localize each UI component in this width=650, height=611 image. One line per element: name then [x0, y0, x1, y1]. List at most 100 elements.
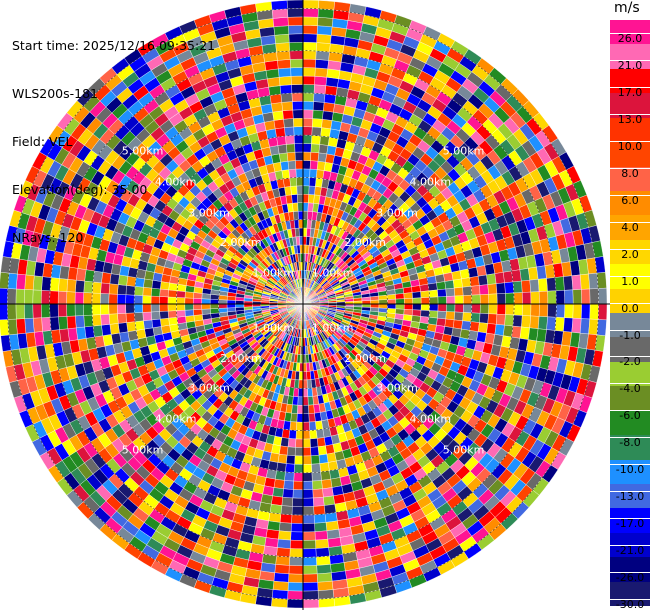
range-gate-cell: [321, 471, 331, 481]
range-gate-cell: [318, 598, 334, 608]
range-gate-cell: [370, 300, 379, 304]
range-gate-cell: [169, 317, 178, 325]
range-gate-cell: [284, 127, 294, 136]
range-gate-cell: [271, 496, 282, 506]
range-gate-cell: [285, 464, 294, 473]
range-gate-cell: [472, 295, 481, 304]
range-gate-cell: [303, 101, 314, 110]
range-gate-cell: [33, 290, 42, 304]
range-gate-cell: [471, 285, 480, 295]
range-gate-cell: [16, 289, 25, 304]
colorbar-tick-label: 2.0: [610, 249, 650, 261]
range-gate-cell: [315, 68, 328, 77]
range-gate-cell: [318, 446, 327, 455]
scan-info: Start time: 2025/12/16 09:35:21 WLS200s-…: [12, 6, 215, 262]
range-gate-cell: [289, 557, 303, 566]
range-gate-cell: [83, 304, 92, 315]
range-gate-cell: [100, 304, 109, 315]
range-gate-cell: [109, 304, 118, 314]
range-gate-cell: [404, 298, 413, 304]
colorbar-tick-label: 26.0: [610, 33, 650, 45]
range-gate-cell: [303, 34, 317, 43]
range-gate-cell: [92, 282, 101, 293]
range-gate-cell: [193, 293, 202, 299]
range-gate-cell: [303, 76, 315, 85]
range-gate-cell: [303, 380, 307, 389]
range-gate-cell: [101, 283, 110, 294]
colorbar-tick-label: -17.0: [610, 518, 650, 530]
range-gate-cell: [496, 314, 505, 325]
range-gate-cell: [318, 17, 333, 27]
nrays: NRays: 120: [12, 230, 215, 246]
range-gate-cell: [193, 304, 202, 310]
range-gate-cell: [202, 299, 211, 304]
range-gate-cell: [313, 110, 324, 119]
range-gate-cell: [312, 127, 322, 136]
range-gate-cell: [8, 319, 18, 335]
range-gate-cell: [322, 487, 333, 497]
range-gate-cell: [548, 304, 557, 317]
range-gate-cell: [92, 293, 101, 304]
range-gate-cell: [303, 169, 310, 178]
range-gate-cell: [289, 169, 296, 178]
range-gate-cell: [437, 289, 446, 297]
range-gate-cell: [42, 317, 51, 331]
range-gate-cell: [295, 228, 299, 237]
range-gate-cell: [227, 308, 236, 312]
range-gate-cell: [298, 211, 303, 220]
range-gate-cell: [563, 318, 573, 333]
range-gate-cell: [134, 286, 143, 295]
colorbar-tick-label: 1.0: [610, 276, 650, 288]
range-gate-cell: [134, 295, 143, 304]
range-gate-cell: [581, 304, 590, 319]
range-gate-cell: [488, 284, 497, 295]
range-gate-cell: [294, 473, 303, 482]
range-gate-cell: [295, 144, 303, 153]
range-gate-cell: [303, 456, 311, 465]
range-gate-cell: [387, 294, 396, 299]
range-gate-cell: [277, 539, 290, 548]
range-gate-cell: [289, 430, 296, 439]
range-gate-cell: [303, 186, 309, 195]
range-gate-cell: [293, 110, 303, 119]
range-gate-cell: [429, 290, 438, 297]
colorbar-tick-label: -2.0: [610, 356, 650, 368]
range-gate-cell: [7, 289, 16, 304]
range-gate-cell: [278, 531, 291, 540]
range-gate-cell: [404, 309, 413, 315]
range-gate-cell: [310, 169, 317, 178]
range-gate-cell: [281, 506, 292, 515]
range-gate-cell: [177, 316, 186, 323]
range-gate-cell: [219, 300, 228, 304]
range-gate-cell: [303, 118, 313, 127]
field-name: Field: VEL: [12, 134, 215, 150]
range-gate-cell: [292, 506, 303, 515]
range-gate-cell: [281, 161, 289, 170]
range-gate-cell: [316, 548, 330, 557]
range-gate-cell: [269, 86, 281, 96]
range-gate-cell: [316, 429, 324, 438]
range-gate-cell: [299, 371, 303, 380]
range-gate-cell: [277, 136, 287, 145]
range-gate-cell: [135, 321, 144, 331]
range-gate-cell: [101, 314, 110, 325]
range-gate-cell: [505, 304, 514, 315]
range-gate-cell: [273, 111, 284, 121]
range-gate-cell: [276, 556, 290, 565]
range-gate-cell: [273, 581, 288, 591]
range-gate-cell: [512, 326, 522, 338]
range-gate-cell: [273, 162, 282, 172]
range-gate-cell: [454, 312, 463, 321]
range-gate-cell: [314, 93, 325, 102]
range-gate-cell: [319, 144, 328, 153]
range-gate-cell: [370, 296, 379, 300]
range-gate-cell: [50, 304, 59, 317]
range-ring-label: 1.00km: [312, 322, 354, 335]
range-gate-cell: [134, 312, 143, 321]
range-gate-cell: [324, 436, 333, 446]
range-gate-cell: [463, 295, 472, 304]
range-gate-cell: [325, 513, 337, 523]
range-gate-cell: [151, 304, 160, 312]
range-gate-cell: [296, 430, 303, 439]
range-gate-cell: [303, 144, 311, 153]
